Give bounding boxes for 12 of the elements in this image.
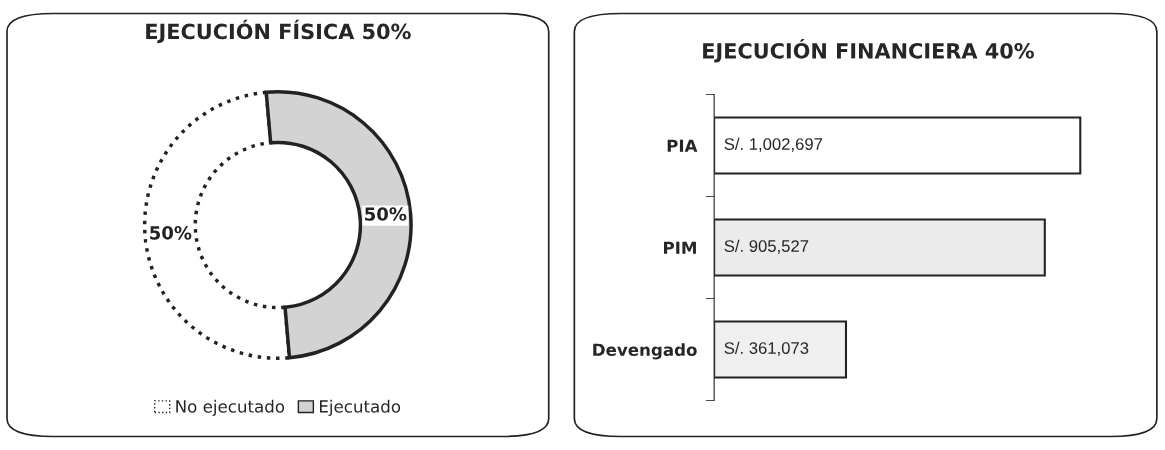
- data-label: 50%: [150, 225, 192, 240]
- data-label: S/. 361,073: [724, 341, 809, 356]
- chart-title: EJECUCIÓN FÍSICA 50%: [146, 19, 411, 44]
- data-label: S/. 905,527: [724, 239, 809, 254]
- legend-label: Ejecutado: [320, 399, 401, 416]
- y-tick-label: Devengado: [593, 343, 697, 360]
- data-label: S/. 1,002,697: [724, 137, 823, 152]
- data-label: 50%: [365, 207, 407, 221]
- legend-label: No ejecutado: [176, 399, 285, 416]
- y-tick-label: PIM: [664, 241, 696, 254]
- chart-title: EJECUCIÓN FINANCIERA 40%: [703, 39, 1034, 63]
- y-tick-label: PIA: [667, 139, 698, 152]
